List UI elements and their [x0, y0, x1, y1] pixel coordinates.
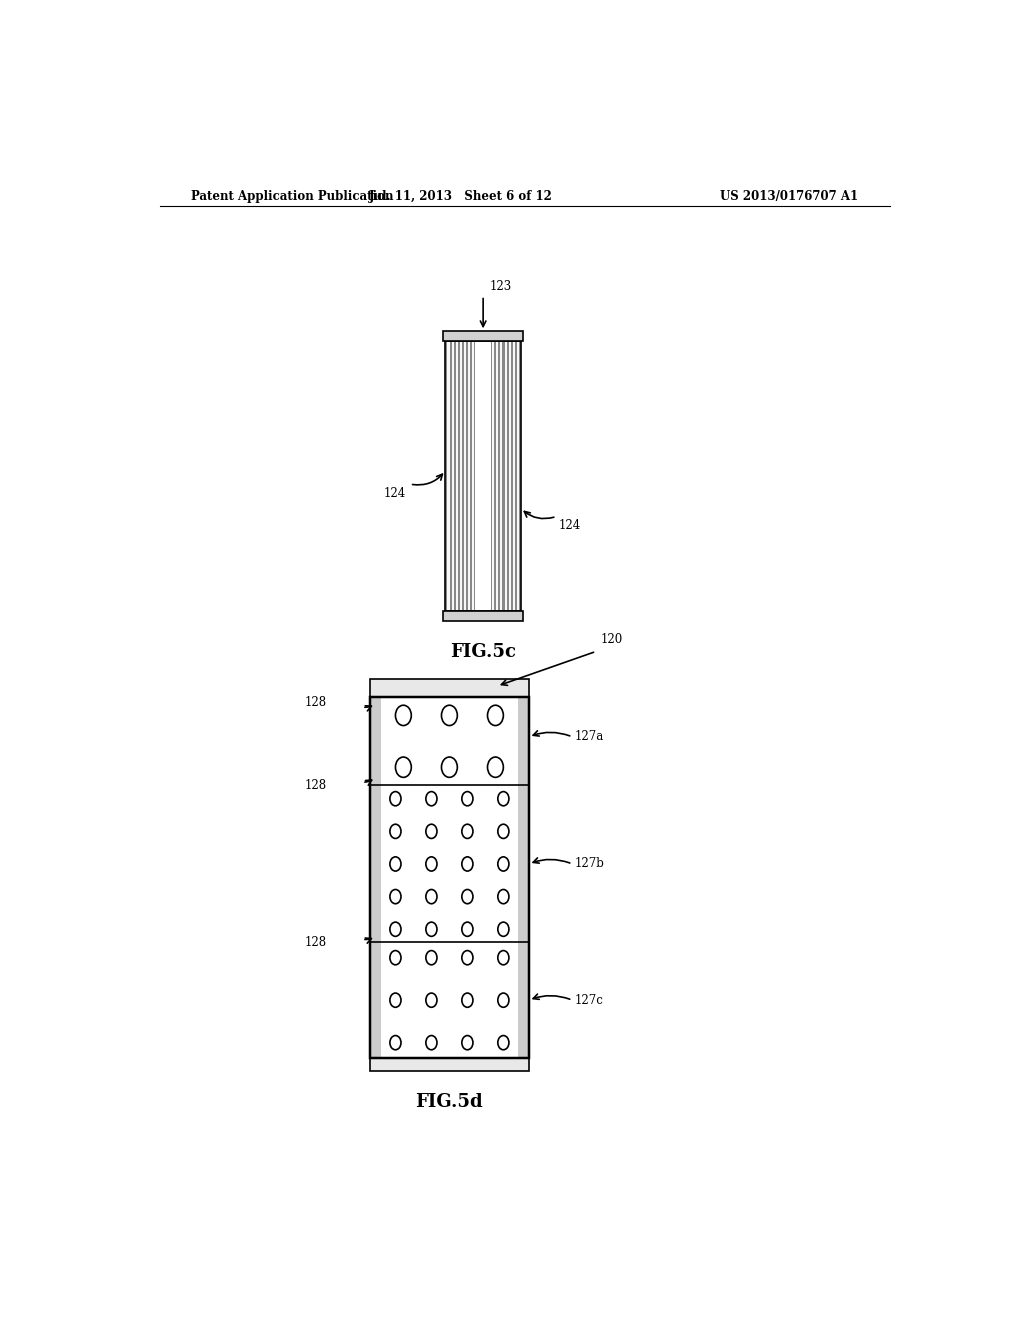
Bar: [503, 342, 505, 611]
Bar: [466, 342, 468, 611]
Bar: [478, 342, 480, 611]
Bar: [447, 342, 450, 611]
Bar: [464, 342, 466, 611]
Bar: [370, 697, 528, 1057]
Text: FIG.5c: FIG.5c: [451, 643, 516, 661]
Bar: [486, 342, 488, 611]
Bar: [482, 342, 484, 611]
Bar: [493, 342, 495, 611]
Bar: [518, 697, 528, 1057]
Bar: [495, 342, 497, 611]
Bar: [490, 342, 493, 611]
Bar: [443, 611, 523, 620]
Bar: [445, 342, 521, 611]
Bar: [458, 342, 460, 611]
Bar: [381, 697, 518, 1057]
Text: 120: 120: [600, 634, 623, 647]
Bar: [505, 342, 507, 611]
Text: 124: 124: [559, 519, 582, 532]
Text: 127b: 127b: [574, 858, 604, 870]
Bar: [474, 342, 476, 611]
Bar: [480, 342, 482, 611]
Bar: [468, 342, 470, 611]
Text: Patent Application Publication: Patent Application Publication: [191, 190, 394, 202]
Bar: [488, 342, 490, 611]
Bar: [450, 342, 452, 611]
Text: 128: 128: [304, 696, 327, 709]
Bar: [507, 342, 509, 611]
Text: 127a: 127a: [574, 730, 604, 743]
Text: US 2013/0176707 A1: US 2013/0176707 A1: [720, 190, 858, 202]
Bar: [370, 678, 528, 697]
Bar: [509, 342, 511, 611]
Bar: [513, 342, 515, 611]
Text: 123: 123: [489, 280, 512, 293]
Text: 127c: 127c: [574, 994, 604, 1007]
Bar: [443, 331, 523, 342]
Bar: [497, 342, 499, 611]
Bar: [460, 342, 462, 611]
Bar: [370, 1057, 528, 1071]
Bar: [484, 342, 486, 611]
Bar: [452, 342, 454, 611]
Bar: [475, 342, 492, 611]
Bar: [445, 342, 447, 611]
Bar: [511, 342, 513, 611]
Bar: [456, 342, 458, 611]
Bar: [370, 697, 381, 1057]
Bar: [499, 342, 501, 611]
Bar: [472, 342, 474, 611]
Text: 128: 128: [304, 779, 327, 792]
Bar: [470, 342, 472, 611]
Text: Jul. 11, 2013   Sheet 6 of 12: Jul. 11, 2013 Sheet 6 of 12: [370, 190, 553, 202]
Text: 128: 128: [304, 936, 327, 949]
Bar: [515, 342, 517, 611]
Bar: [445, 342, 521, 611]
Text: FIG.5d: FIG.5d: [416, 1093, 483, 1111]
Bar: [517, 342, 519, 611]
Bar: [476, 342, 478, 611]
Bar: [501, 342, 503, 611]
Bar: [454, 342, 456, 611]
Bar: [519, 342, 521, 611]
Bar: [462, 342, 464, 611]
Text: 124: 124: [384, 487, 406, 500]
